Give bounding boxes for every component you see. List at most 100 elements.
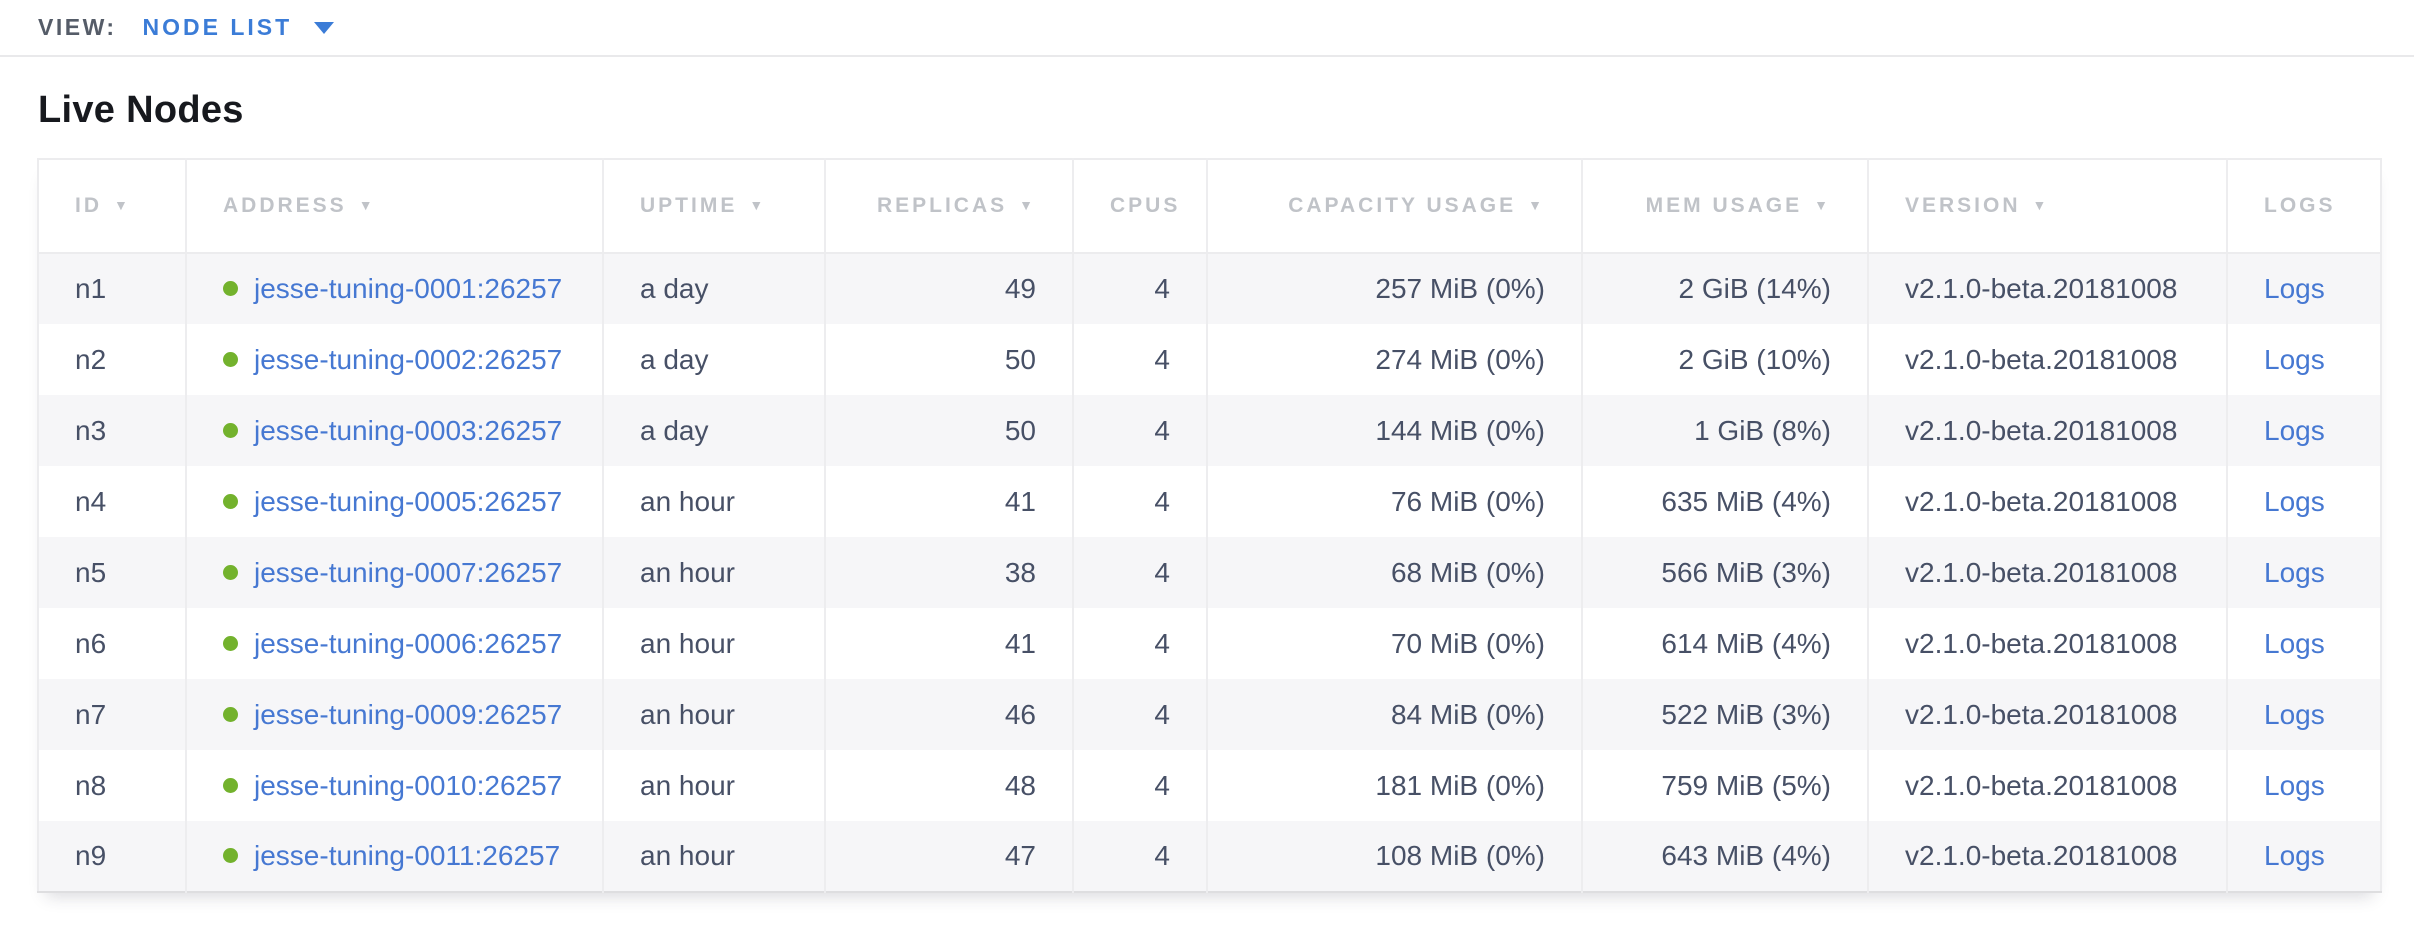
id-cell: n7: [38, 679, 186, 750]
mem-cell: 2 GiB (14%): [1581, 253, 1868, 324]
node-status-dot-icon: [223, 281, 238, 297]
column-header-label: UPTIME: [640, 194, 738, 217]
node-address-link[interactable]: jesse-tuning-0005:26257: [254, 485, 563, 517]
uptime-value: an hour: [640, 485, 735, 517]
node-address-cell: jesse-tuning-0011:26257: [185, 821, 603, 892]
sort-arrow-icon: ▼: [2032, 197, 2050, 213]
id-value: n7: [75, 698, 107, 730]
logs-cell: Logs: [2226, 466, 2381, 537]
node-address-link[interactable]: jesse-tuning-0001:26257: [254, 273, 563, 304]
logs-link[interactable]: Logs: [2264, 840, 2325, 871]
id-cell: n1: [38, 253, 186, 324]
capacity-value: 108 MiB (0%): [1375, 840, 1545, 871]
capacity-value: 181 MiB (0%): [1375, 769, 1545, 801]
logs-cell: Logs: [2226, 608, 2381, 679]
logs-link[interactable]: Logs: [2264, 414, 2325, 446]
node-address-cell: jesse-tuning-0005:26257: [185, 466, 603, 537]
version-cell: v2.1.0-beta.20181008: [1867, 253, 2227, 324]
node-address-cell: jesse-tuning-0010:26257: [185, 750, 603, 821]
sort-arrow-icon: ▼: [1814, 197, 1831, 213]
version-value: v2.1.0-beta.20181008: [1905, 343, 2178, 375]
uptime-value: a day: [640, 273, 709, 304]
chevron-down-icon: [314, 21, 335, 34]
column-header-replicas[interactable]: REPLICAS ▼: [824, 159, 1073, 254]
mem-value: 566 MiB (3%): [1661, 556, 1831, 588]
logs-cell: Logs: [2226, 750, 2381, 821]
column-header-label: ID: [75, 194, 102, 217]
mem-value: 2 GiB (10%): [1678, 343, 1832, 375]
logs-link[interactable]: Logs: [2264, 273, 2325, 304]
version-cell: v2.1.0-beta.20181008: [1867, 608, 2227, 679]
uptime-cell: an hour: [602, 466, 825, 537]
column-header-label: CAPACITY USAGE: [1288, 194, 1517, 217]
replicas-cell: 49: [824, 253, 1073, 324]
version-cell: v2.1.0-beta.20181008: [1867, 679, 2227, 750]
cpus-value: 4: [1154, 627, 1170, 659]
mem-cell: 566 MiB (3%): [1581, 537, 1868, 608]
logs-link[interactable]: Logs: [2264, 556, 2325, 588]
table-body: n1 jesse-tuning-0001:26257 a day 49 4 257 MiB…: [38, 253, 2381, 892]
node-status-dot-icon: [223, 635, 238, 651]
id-value: n9: [75, 840, 107, 871]
replicas-value: 41: [1004, 485, 1036, 517]
column-header-uptime[interactable]: UPTIME ▼: [602, 159, 825, 254]
table-row: n8 jesse-tuning-0010:26257 an hour 48 4 181 M…: [38, 750, 2381, 821]
node-address-link[interactable]: jesse-tuning-0003:26257: [254, 414, 563, 446]
column-header-capacity[interactable]: CAPACITY USAGE ▼: [1206, 159, 1582, 254]
version-value: v2.1.0-beta.20181008: [1905, 698, 2178, 730]
id-value: n6: [75, 627, 107, 659]
logs-link[interactable]: Logs: [2264, 485, 2325, 517]
table-row: n7 jesse-tuning-0009:26257 an hour 46 4 84 Mi…: [38, 679, 2381, 750]
node-address-cell: jesse-tuning-0003:26257: [185, 395, 603, 466]
column-header-label: CPUS: [1110, 194, 1181, 217]
capacity-value: 68 MiB (0%): [1390, 556, 1545, 588]
cpus-cell: 4: [1072, 324, 1207, 395]
sort-arrow-icon: ▼: [1528, 197, 1545, 213]
replicas-value: 49: [1004, 273, 1036, 304]
node-address-link[interactable]: jesse-tuning-0007:26257: [254, 556, 563, 588]
mem-value: 2 GiB (14%): [1678, 273, 1832, 304]
node-address-link[interactable]: jesse-tuning-0010:26257: [254, 769, 563, 801]
node-list-table: ID ▼ ADDRESS ▼ UPTIME ▼ REPLICAS ▼ CPUS CAPACITY …: [37, 158, 2382, 893]
column-header-label: ADDRESS: [223, 194, 347, 217]
column-header-mem[interactable]: MEM USAGE ▼: [1581, 159, 1868, 254]
node-status-dot-icon: [223, 564, 238, 580]
table-row: n5 jesse-tuning-0007:26257 an hour 38 4 68 Mi…: [38, 537, 2381, 608]
logs-link[interactable]: Logs: [2264, 627, 2325, 659]
column-header-label: LOGS: [2264, 194, 2336, 217]
column-header-id[interactable]: ID ▼: [38, 159, 186, 254]
logs-link[interactable]: Logs: [2264, 343, 2325, 375]
node-address-link[interactable]: jesse-tuning-0006:26257: [254, 627, 563, 659]
node-address-link[interactable]: jesse-tuning-0011:26257: [254, 840, 561, 871]
version-value: v2.1.0-beta.20181008: [1905, 840, 2178, 871]
mem-value: 522 MiB (3%): [1661, 698, 1831, 730]
logs-link[interactable]: Logs: [2264, 769, 2325, 801]
table-row: n6 jesse-tuning-0006:26257 an hour 41 4 70 Mi…: [38, 608, 2381, 679]
sort-arrow-icon: ▼: [114, 197, 131, 213]
replicas-cell: 46: [824, 679, 1073, 750]
node-address-link[interactable]: jesse-tuning-0009:26257: [254, 698, 563, 730]
node-status-dot-icon: [223, 422, 238, 438]
table-row: n4 jesse-tuning-0005:26257 an hour 41 4 76 Mi…: [38, 466, 2381, 537]
cpus-value: 4: [1154, 698, 1170, 730]
node-address-link[interactable]: jesse-tuning-0002:26257: [254, 343, 563, 375]
cpus-value: 4: [1154, 840, 1170, 871]
capacity-value: 76 MiB (0%): [1390, 485, 1545, 517]
cpus-cell: 4: [1072, 395, 1207, 466]
id-value: n1: [75, 273, 107, 304]
mem-value: 643 MiB (4%): [1661, 840, 1831, 871]
cpus-value: 4: [1154, 769, 1170, 801]
logs-link[interactable]: Logs: [2264, 698, 2325, 730]
capacity-cell: 76 MiB (0%): [1206, 466, 1582, 537]
id-cell: n3: [38, 395, 186, 466]
view-bar: VIEW: NODE LIST: [0, 0, 2414, 57]
capacity-cell: 84 MiB (0%): [1206, 679, 1582, 750]
node-status-dot-icon: [223, 706, 238, 722]
mem-value: 759 MiB (5%): [1661, 769, 1831, 801]
column-header-version[interactable]: VERSION ▼: [1867, 159, 2227, 254]
id-value: n8: [75, 769, 107, 801]
mem-value: 635 MiB (4%): [1661, 485, 1831, 517]
column-header-address[interactable]: ADDRESS ▼: [185, 159, 603, 254]
view-selector-dropdown[interactable]: NODE LIST: [143, 14, 335, 41]
version-cell: v2.1.0-beta.20181008: [1867, 395, 2227, 466]
